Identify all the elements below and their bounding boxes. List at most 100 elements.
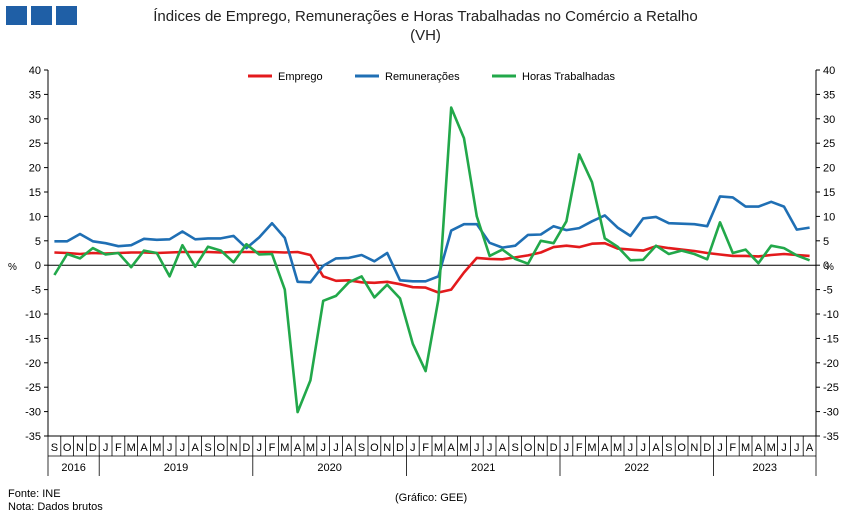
y-tick-label-right: -25 [823, 382, 839, 394]
y-tick-label-left: 30 [29, 114, 41, 126]
y-tick-label-right: -15 [823, 333, 839, 345]
month-label: F [576, 442, 583, 454]
y-tick-label-left: -15 [25, 333, 41, 345]
month-label: N [537, 442, 545, 454]
series-line-emprego [54, 241, 810, 294]
year-label: 2023 [753, 462, 777, 474]
y-tick-label-left: -20 [25, 358, 41, 370]
month-label: J [640, 442, 646, 454]
month-label: A [294, 442, 302, 454]
y-tick-label-left: -25 [25, 382, 41, 394]
month-label: F [115, 442, 122, 454]
month-label: A [806, 442, 814, 454]
month-label: M [767, 442, 776, 454]
month-label: J [103, 442, 109, 454]
chart-subtitle: (VH) [410, 27, 441, 44]
month-label: J [564, 442, 570, 454]
month-label: J [781, 442, 787, 454]
month-label: A [345, 442, 353, 454]
month-label: N [690, 442, 698, 454]
y-tick-label-right: -30 [823, 407, 839, 419]
month-label: F [729, 442, 736, 454]
y-tick-label-left: -30 [25, 407, 41, 419]
month-label: M [613, 442, 622, 454]
month-label: J [717, 442, 723, 454]
source-note: Fonte: INE [8, 488, 61, 500]
logo-block [56, 6, 77, 25]
y-tick-label-right: 10 [823, 211, 835, 223]
month-label: M [434, 442, 443, 454]
month-label: A [755, 442, 763, 454]
month-label: J [320, 442, 326, 454]
legend-label: Emprego [278, 71, 323, 83]
y-tick-label-left: 10 [29, 211, 41, 223]
y-unit-right: % [825, 262, 834, 273]
y-tick-label-right: 0 [823, 260, 829, 272]
month-label: J [256, 442, 262, 454]
month-label: D [703, 442, 711, 454]
y-tick-label-left: 40 [29, 65, 41, 77]
month-label: D [89, 442, 97, 454]
y-tick-label-left: 15 [29, 187, 41, 199]
month-label: M [280, 442, 289, 454]
month-label: S [512, 442, 519, 454]
month-label: J [487, 442, 493, 454]
month-label: A [448, 442, 456, 454]
data-note: Nota: Dados brutos [8, 501, 103, 513]
year-label: 2016 [61, 462, 85, 474]
month-label: J [410, 442, 416, 454]
month-label: M [741, 442, 750, 454]
month-label: J [333, 442, 339, 454]
month-label: S [665, 442, 672, 454]
y-tick-label-right: 40 [823, 65, 835, 77]
month-label: S [358, 442, 365, 454]
month-label: M [152, 442, 161, 454]
year-label: 2021 [471, 462, 495, 474]
month-label: M [587, 442, 596, 454]
y-tick-label-right: 35 [823, 89, 835, 101]
y-tick-label-left: -5 [31, 285, 41, 297]
month-label: D [550, 442, 558, 454]
series-line-horas-trabalhadas [53, 106, 811, 414]
month-label: D [242, 442, 250, 454]
month-label: A [499, 442, 507, 454]
month-label: M [459, 442, 468, 454]
month-label: A [601, 442, 609, 454]
month-label: J [628, 442, 634, 454]
y-tick-label-left: 5 [35, 236, 41, 248]
month-label: J [180, 442, 186, 454]
month-label: O [677, 442, 686, 454]
y-tick-label-right: -10 [823, 309, 839, 321]
month-label: A [140, 442, 148, 454]
year-label: 2022 [625, 462, 649, 474]
month-label: J [794, 442, 800, 454]
y-tick-label-left: -10 [25, 309, 41, 321]
month-label: O [217, 442, 226, 454]
month-label: A [192, 442, 200, 454]
year-label: 2020 [317, 462, 341, 474]
month-label: N [76, 442, 84, 454]
y-tick-label-right: -20 [823, 358, 839, 370]
y-tick-label-left: 0 [35, 260, 41, 272]
month-label: D [396, 442, 404, 454]
month-label: S [204, 442, 211, 454]
month-label: J [474, 442, 480, 454]
month-label: S [51, 442, 58, 454]
legend-label: Horas Trabalhadas [522, 71, 615, 83]
month-label: M [306, 442, 315, 454]
y-tick-label-left: 35 [29, 89, 41, 101]
y-unit-left: % [8, 262, 17, 273]
y-tick-label-right: 25 [823, 138, 835, 150]
logo-block [6, 6, 27, 25]
month-label: O [370, 442, 379, 454]
y-tick-label-right: -5 [823, 285, 833, 297]
month-label: F [422, 442, 429, 454]
y-tick-label-right: 5 [823, 236, 829, 248]
month-label: N [230, 442, 238, 454]
month-label: M [127, 442, 136, 454]
y-tick-label-right: 15 [823, 187, 835, 199]
month-label: F [269, 442, 276, 454]
logo-block [31, 6, 52, 25]
month-label: O [524, 442, 533, 454]
